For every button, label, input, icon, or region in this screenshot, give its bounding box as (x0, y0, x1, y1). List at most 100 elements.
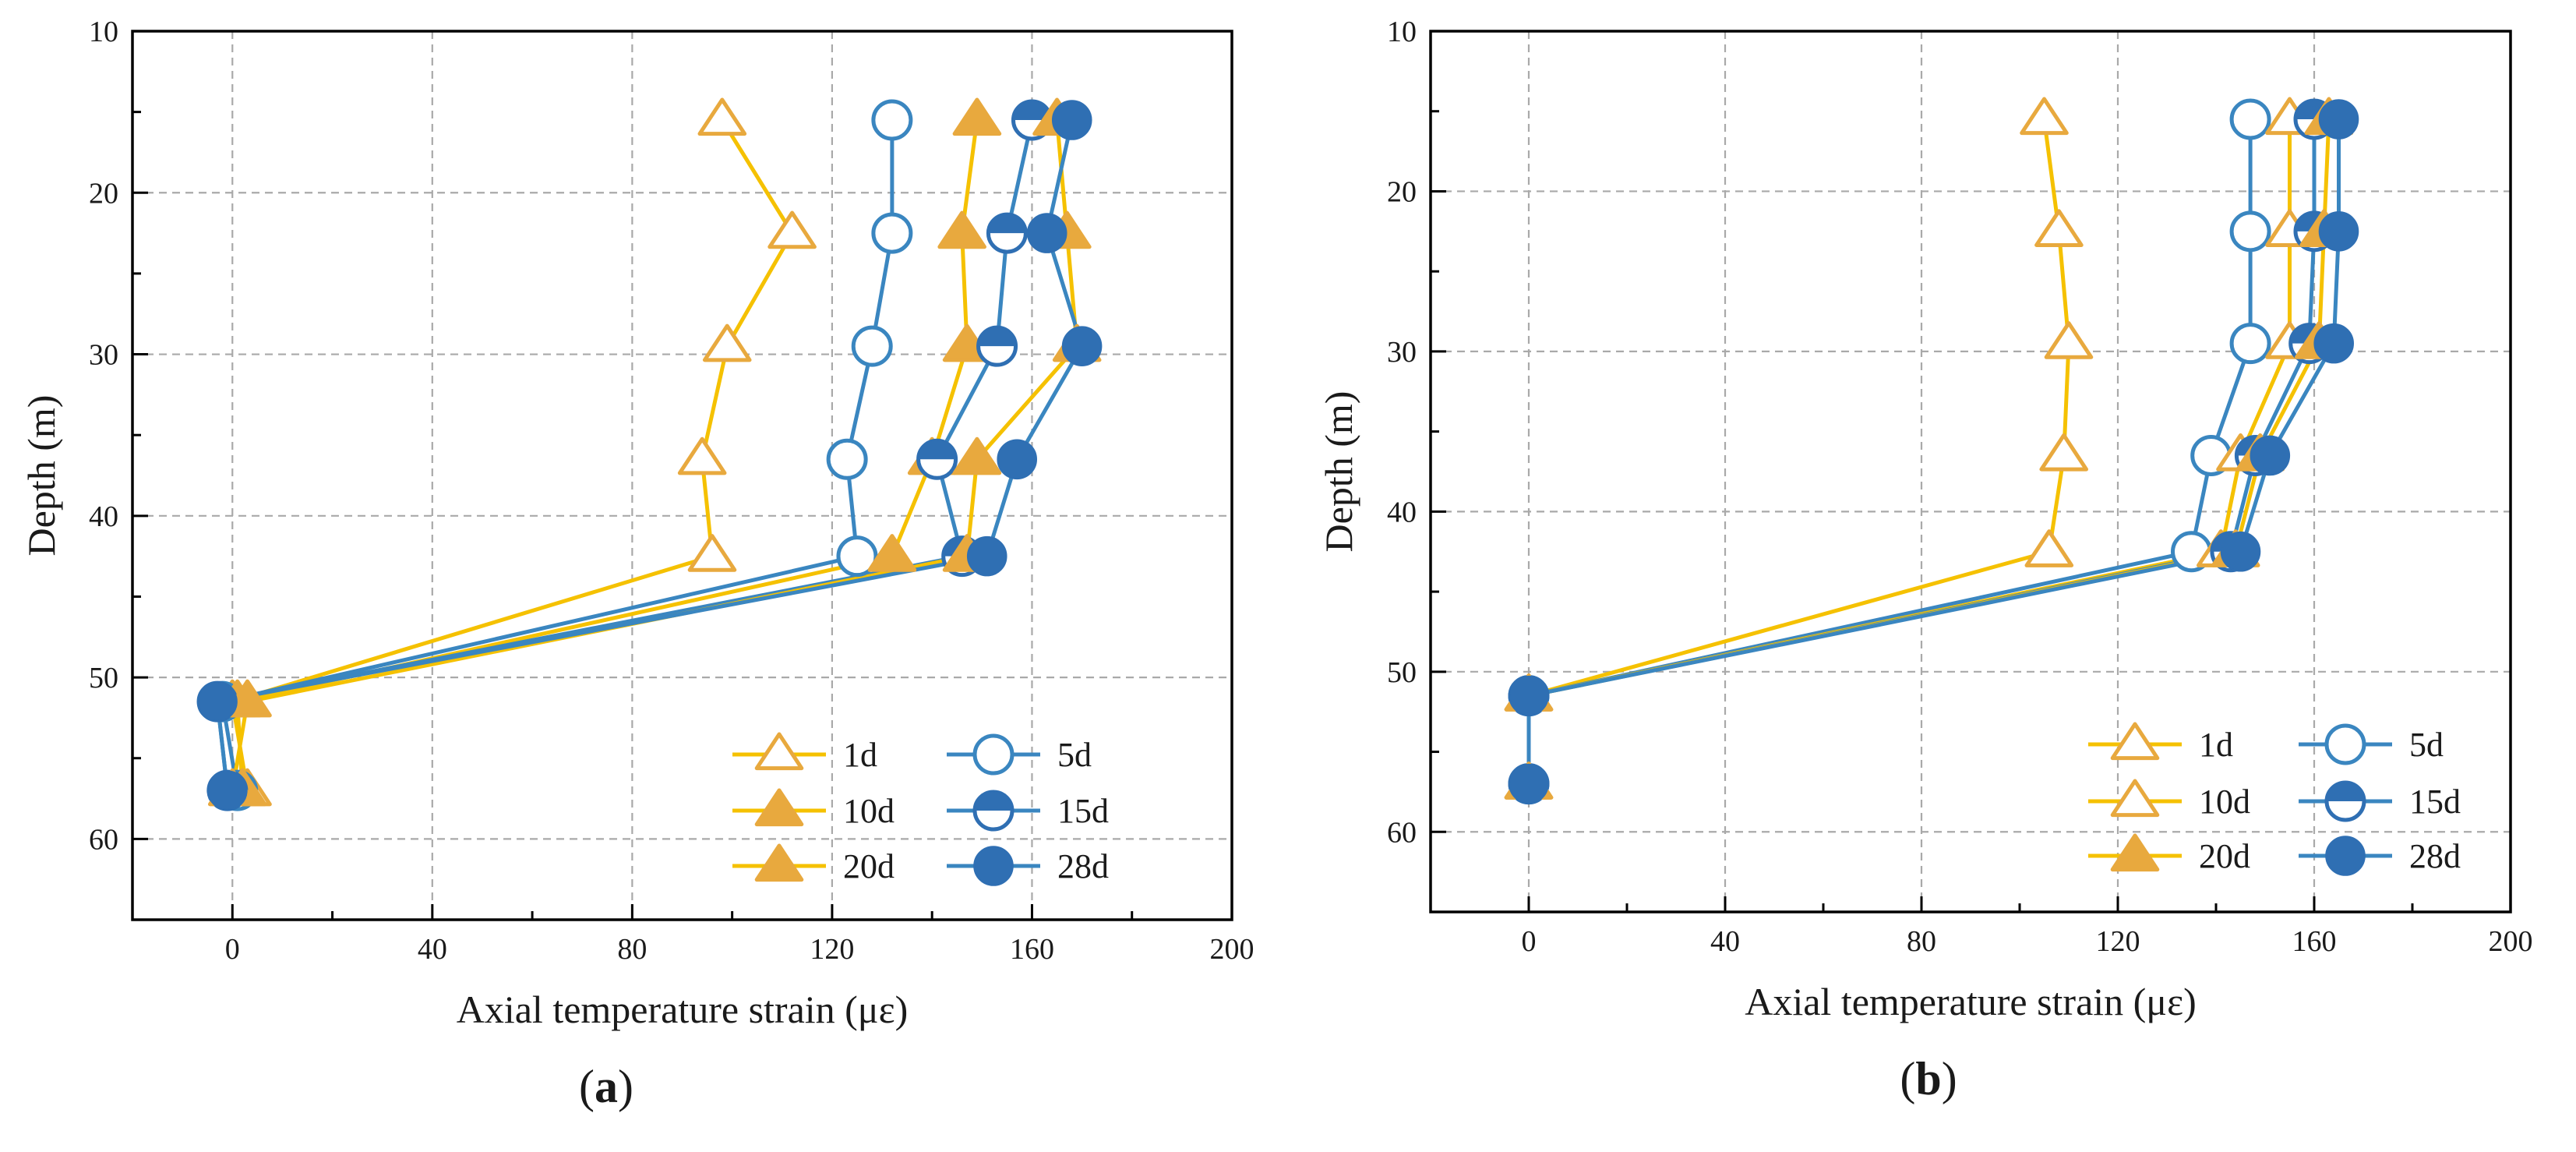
marker-triangle (697, 97, 747, 136)
marker-circle-half-fill (978, 327, 1016, 347)
y-axis-label: Depth (m) (19, 395, 63, 557)
marker-triangle (2110, 779, 2160, 818)
x-tick-label: 40 (418, 933, 447, 966)
marker-triangle (702, 323, 752, 362)
marker-circle-filled (207, 770, 248, 811)
marker-triangle (677, 436, 727, 475)
marker-triangle (754, 788, 804, 827)
series-markers-28d (197, 100, 1103, 811)
marker-circle-open (2324, 723, 2366, 765)
legend: 1d 10d 20d 5d 15d 28d (732, 732, 1109, 886)
panel-label: (b) (1900, 1053, 1957, 1104)
marker-circle-filled (2325, 836, 2366, 876)
marker-circle-filled (2250, 435, 2291, 476)
grid (132, 31, 1232, 920)
series-markers-5d (201, 99, 913, 811)
marker-circle-filled (1026, 213, 1067, 253)
legend-label: 15d (1057, 792, 1109, 830)
y-tick-label: 20 (89, 177, 118, 210)
series-markers-10d (213, 97, 1002, 807)
marker-triangle (2110, 722, 2160, 761)
marker-triangle (2020, 97, 2069, 136)
y-tick-label: 50 (1387, 656, 1417, 689)
marker-triangle (937, 210, 986, 249)
legend: 1d 10d 20d 5d 15d 28d (2088, 722, 2461, 876)
marker-triangle (2110, 833, 2160, 872)
y-tick-label: 40 (89, 500, 118, 533)
x-tick-label: 80 (617, 933, 647, 966)
x-tick-label: 40 (1710, 925, 1740, 958)
series-markers-1d (207, 97, 817, 807)
marker-circle-open (871, 99, 913, 141)
x-tick-label: 160 (1010, 933, 1054, 966)
marker-circle-open (826, 438, 868, 480)
grid (1431, 31, 2511, 912)
marker-circle-open (871, 212, 913, 254)
series-markers-1d (1504, 97, 2094, 800)
chart-panel-a: 0 40 80 120 160 200 10 20 30 40 50 60 Axial temperat… (19, 16, 1254, 1112)
legend-label: 28d (1057, 847, 1109, 885)
series-line (1526, 119, 2292, 784)
axes-frame (1429, 30, 2512, 913)
marker-circle-open (2229, 210, 2271, 253)
marker-circle-filled (2318, 99, 2359, 140)
y-tick-label: 50 (89, 662, 118, 694)
marker-triangle (2024, 529, 2074, 567)
x-tick-label: 120 (810, 933, 854, 966)
series-10d (1526, 119, 2292, 784)
marker-circle-filled (1051, 100, 1092, 140)
ticks (132, 30, 1233, 921)
marker-circle-filled (2220, 531, 2261, 572)
series-line (215, 119, 1034, 791)
y-tick-label: 60 (89, 823, 118, 856)
legend-label: 20d (843, 847, 895, 885)
panel-label-open: ( (579, 1061, 595, 1112)
marker-circle-open (2229, 323, 2271, 365)
x-axis-label: Axial temperature strain (με) (457, 988, 909, 1031)
x-tick-label: 200 (1210, 933, 1254, 966)
marker-circle-filled (2318, 211, 2359, 252)
marker-circle-half-fill (988, 214, 1026, 234)
marker-circle-filled (197, 681, 238, 722)
legend-label: 1d (2199, 726, 2233, 764)
marker-triangle (754, 843, 804, 882)
chart-panel-b: 0 40 80 120 160 200 10 20 30 40 50 60 Axial temperat… (1317, 16, 2533, 1104)
panel-label-open: ( (1900, 1053, 1915, 1104)
series-line (1526, 118, 2071, 784)
x-tick-label: 0 (225, 933, 240, 966)
marker-triangle (2034, 209, 2084, 247)
x-axis-label: Axial temperature strain (με) (1745, 980, 2197, 1023)
legend-label: 20d (2199, 837, 2250, 875)
series-5d (1526, 119, 2253, 784)
marker-circle-half-fill (975, 792, 1012, 811)
marker-circle-filled (1509, 675, 1549, 716)
y-tick-label: 20 (1387, 175, 1417, 208)
ticks (1431, 30, 2512, 913)
legend-label: 10d (2199, 783, 2250, 821)
legend-label: 1d (843, 736, 877, 774)
marker-circle-half-fill (918, 440, 956, 460)
marker-triangle (952, 97, 1002, 136)
marker-circle-filled (973, 846, 1014, 886)
marker-triangle (952, 436, 1002, 475)
marker-triangle (2039, 433, 2088, 472)
panel-label-letter: b (1915, 1053, 1941, 1104)
panel-label-close: ) (1942, 1053, 1957, 1104)
marker-circle-open (836, 535, 878, 578)
panel-label: (a) (579, 1061, 633, 1112)
series-markers-28d (1509, 99, 2359, 804)
marker-circle-filled (2313, 323, 2354, 364)
series-markers-5d (1508, 98, 2271, 805)
marker-triangle (2044, 321, 2094, 359)
marker-triangle (754, 732, 804, 771)
marker-circle-open (972, 733, 1015, 776)
marker-circle-filled (966, 535, 1007, 577)
y-axis-label: Depth (m) (1317, 391, 1360, 553)
y-tick-label: 10 (89, 16, 118, 48)
marker-circle-half-fill (2327, 783, 2364, 801)
marker-triangle (768, 210, 817, 249)
legend-label: 5d (1057, 736, 1092, 774)
marker-circle-half-fill (1013, 101, 1051, 120)
marker-triangle (867, 534, 917, 572)
